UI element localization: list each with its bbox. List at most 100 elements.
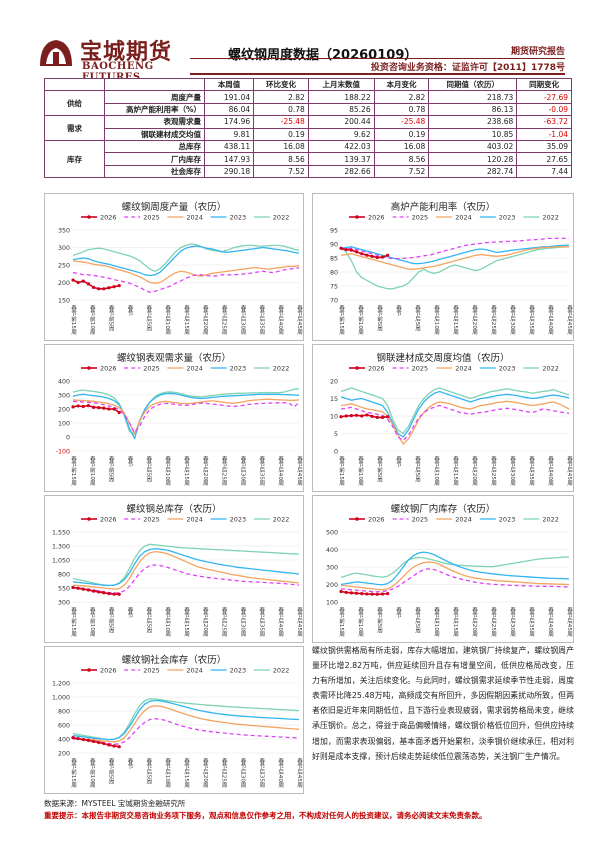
logo-chinese-name: 宝城期货 [80, 39, 173, 65]
y-tick-label: 85 [330, 255, 338, 262]
table-item-cell: 表观需求量 [104, 115, 205, 129]
data-point [117, 592, 121, 596]
table-row: 社会库存 290.18 7.52 282.66 7.52 282.74 7.44 [45, 164, 572, 179]
x-tick-label: 春节后30周 [509, 455, 516, 487]
series-line-2023 [72, 699, 300, 741]
legend-label: 2024 [186, 667, 203, 675]
table-row: 供给 周度产量 191.04 2.82 188.22 2.82 218.73 -27.69 [44, 90, 572, 117]
x-tick-label: 春节后35周 [528, 455, 535, 487]
table-value-cell: -1.04 [516, 127, 572, 141]
table-value-cell: 9.81 [203, 127, 255, 141]
data-point [76, 586, 80, 590]
data-point [117, 745, 121, 749]
x-tick-label: 春节前15周 [338, 606, 345, 638]
x-tick-label: 春节后30周 [509, 606, 516, 638]
data-point [386, 253, 390, 257]
table-value-cell: 120.28 [428, 152, 518, 166]
legend-label: 2026 [368, 516, 385, 524]
x-tick-label: 春节前15周 [70, 757, 77, 789]
line-chart: 螺纹钢社会库存（农历） 2026 2025 2024 2023 2022 200 400 600… [44, 646, 304, 794]
y-tick-label: 100 [326, 599, 338, 606]
table-value-cell: 139.37 [307, 152, 375, 166]
line-chart: 螺纹钢周度产量（农历） 2026 2025 2024 2023 2022 150 200 250… [44, 193, 304, 341]
data-point [365, 592, 369, 596]
table-header-cell: 本月变化 [373, 77, 430, 92]
chart-plot: 2026 2025 2024 2023 2022 300 550 800 1,050 1,300 1… [52, 516, 303, 638]
x-tick-label: 春节后5周 [145, 757, 152, 785]
legend-label: 2025 [143, 365, 160, 373]
data-point [81, 279, 85, 283]
y-tick-label: 400 [326, 547, 338, 554]
data-point [375, 592, 379, 596]
legend-label: 2025 [143, 214, 160, 222]
report-type-label: 期货研究报告 [510, 47, 565, 57]
data-point [365, 413, 369, 417]
x-tick-label: 春节后10周 [433, 455, 440, 487]
data-point [86, 738, 91, 742]
x-tick-label: 春节后45周 [566, 304, 573, 336]
table-value-cell: -27.69 [516, 90, 572, 104]
series-line-2023 [340, 390, 570, 438]
y-tick-label: 5 [334, 431, 338, 438]
line-chart: 螺纹钢厂内库存（农历） 2026 2025 2024 2023 2022 100 200 300… [312, 495, 574, 643]
x-tick-label: 春节前5周 [108, 455, 115, 483]
x-tick-label: 春节后40周 [277, 455, 284, 487]
chart-title: 螺纹钢周度产量（农历） [121, 202, 227, 213]
data-point [102, 406, 106, 410]
series-line-2022 [340, 387, 570, 435]
data-point [375, 255, 379, 260]
data-point [339, 589, 343, 594]
chart-plot: 2026 2025 2024 2023 2022 150 200 250 300 350 春节前15… [58, 214, 303, 336]
data-point [354, 413, 359, 417]
x-tick-label: 春节后35周 [528, 304, 535, 336]
y-tick-label: 600 [58, 722, 70, 729]
data-point [107, 592, 111, 596]
legend-label: 2023 [499, 516, 516, 524]
table-value-cell: 403.02 [428, 139, 518, 154]
x-tick-label: 春节后15周 [452, 455, 459, 487]
table-value-cell: 10.85 [428, 127, 518, 141]
y-tick-label: 1,050 [52, 557, 70, 564]
data-point [102, 741, 106, 746]
legend-label: 2025 [143, 516, 160, 524]
table-value-cell: 218.73 [428, 90, 518, 104]
data-point [344, 248, 348, 252]
legend-label: 2022 [542, 365, 559, 373]
x-tick-label: 春节后5周 [414, 455, 421, 483]
table-item-cell: 社会库存 [104, 164, 205, 179]
table-value-cell: 282.66 [307, 164, 375, 179]
x-tick-label: 春节后40周 [547, 455, 554, 487]
legend-label: 2022 [273, 214, 290, 222]
y-tick-label: 200 [58, 750, 70, 757]
table-value-cell: 188.22 [307, 90, 375, 104]
data-point [360, 252, 364, 256]
legend-label: 2023 [230, 667, 247, 675]
data-point [107, 286, 111, 290]
data-point [97, 406, 101, 410]
data-point [112, 744, 116, 748]
x-tick-label: 春节后35周 [258, 304, 265, 336]
y-tick-label: 300 [58, 245, 70, 252]
x-tick-label: 春节后5周 [145, 606, 152, 634]
x-tick-label: 春节 [127, 304, 134, 318]
series-line-2024 [72, 550, 300, 590]
legend-label: 2026 [100, 214, 117, 222]
data-point [71, 585, 75, 590]
y-tick-label: 1,550 [52, 529, 70, 536]
data-point [370, 254, 374, 258]
x-tick-label: 春节 [395, 606, 402, 620]
data-point [117, 410, 121, 415]
legend-label: 2024 [455, 214, 472, 222]
table-value-cell: 86.04 [203, 102, 255, 117]
x-tick-label: 春节后5周 [145, 304, 152, 332]
table-category-cell: 供给 [44, 90, 105, 117]
legend-marker [355, 517, 359, 521]
table-value-cell: 282.74 [428, 164, 518, 179]
series-line-2023 [72, 245, 300, 277]
table-header-row: 本周值 环比变化 上月末数值 本月变化 同期值（农历） 同期变化 [44, 77, 572, 92]
data-point [339, 246, 343, 250]
series-line-2024 [340, 246, 569, 270]
y-tick-label: 200 [58, 406, 70, 413]
x-tick-label: 春节前5周 [376, 304, 383, 332]
table-category-cell: 库存 [44, 139, 105, 179]
